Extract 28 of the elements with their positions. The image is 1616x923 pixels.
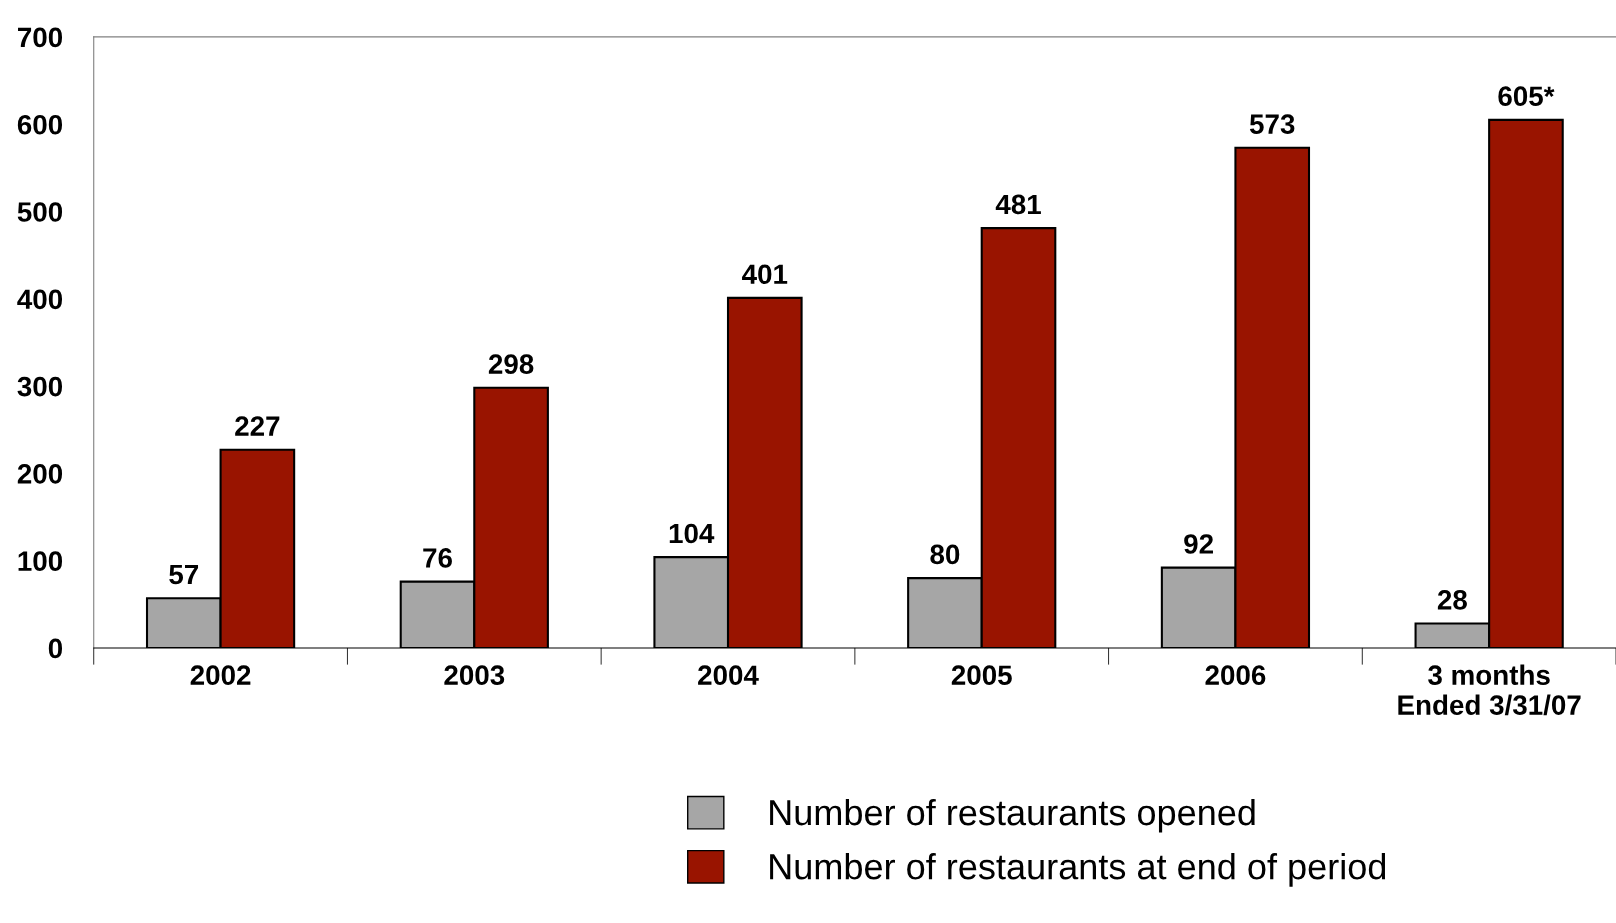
y-tick-label: 500 <box>17 202 63 222</box>
x-tick-label: 2002 <box>190 665 251 686</box>
data-label: 80 <box>930 544 960 565</box>
data-label: 481 <box>995 194 1041 215</box>
y-tick-label: 0 <box>48 638 63 659</box>
data-label: 92 <box>1184 534 1213 554</box>
data-label: 227 <box>235 416 280 436</box>
y-tick-label: 200 <box>17 464 63 484</box>
data-label: 573 <box>1249 114 1295 134</box>
y-tick-label: 600 <box>17 114 63 135</box>
x-tick-label: 2005 <box>951 665 1012 686</box>
x-tick-label: 2006 <box>1205 665 1266 686</box>
x-tick-label: 3 months Ended 3/31/07 <box>1398 664 1581 716</box>
legend-label: Number of restaurants opened <box>770 798 1255 833</box>
data-label: 104 <box>669 523 715 544</box>
data-label: 76 <box>423 548 452 568</box>
y-tick-label: 400 <box>17 289 63 310</box>
legend-label: Number of restaurants at end of period <box>770 852 1386 887</box>
y-tick-label: 700 <box>18 27 63 48</box>
data-label: 57 <box>169 564 199 585</box>
x-tick-label: 2004 <box>698 665 759 686</box>
data-label: 298 <box>488 354 534 374</box>
data-label: 401 <box>742 264 788 285</box>
data-label: 28 <box>1437 590 1467 610</box>
x-tick-label: 2003 <box>444 665 505 686</box>
data-label: 605* <box>1498 86 1555 107</box>
y-tick-label: 300 <box>17 376 63 397</box>
y-tick-label: 100 <box>18 551 63 571</box>
